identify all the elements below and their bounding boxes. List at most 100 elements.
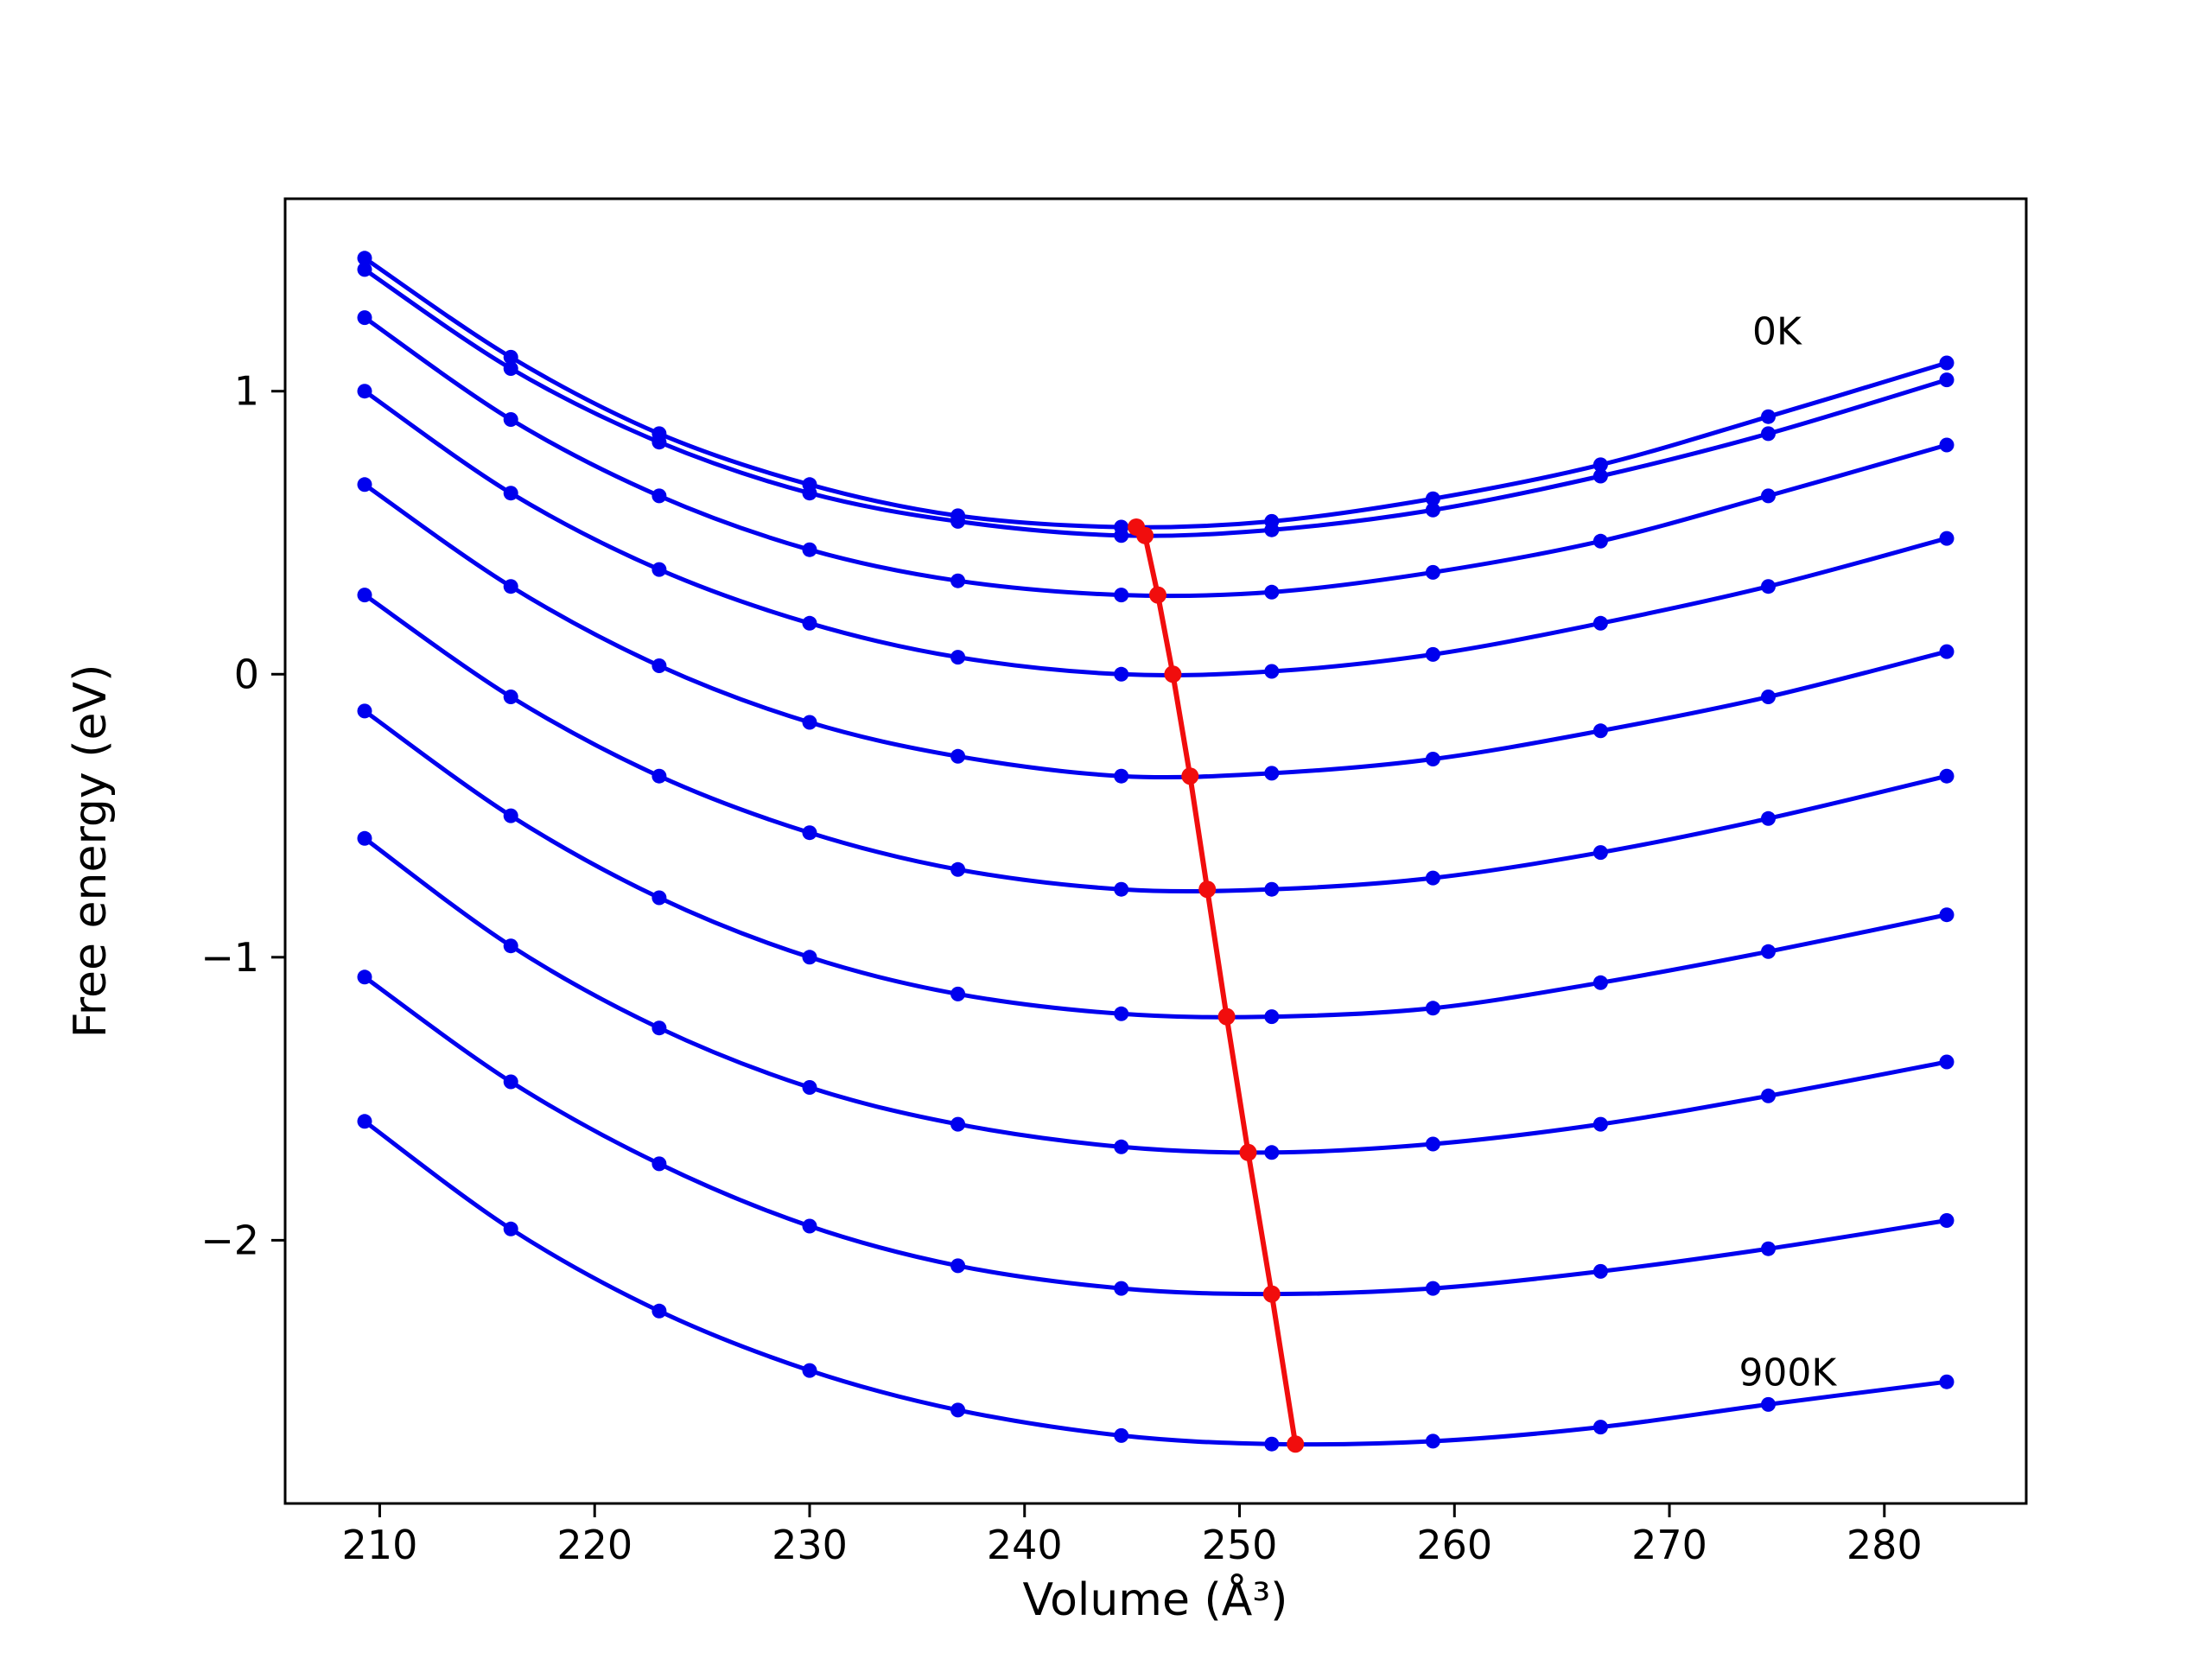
x-tick-label: 240 xyxy=(987,1522,1063,1568)
free-energy-curve-200K xyxy=(362,315,1949,599)
data-point-800K xyxy=(802,1218,817,1234)
data-point-300K xyxy=(802,615,817,631)
data-point-300K xyxy=(357,384,372,399)
data-point-700K xyxy=(1114,1139,1129,1154)
data-point-400K xyxy=(1264,766,1280,781)
equilibrium-point xyxy=(1262,1285,1281,1303)
data-point-600K xyxy=(1939,907,1955,923)
data-point-700K xyxy=(652,1020,667,1036)
data-point-300K xyxy=(1761,579,1776,594)
data-point-700K xyxy=(1939,1054,1955,1070)
data-point-200K xyxy=(950,573,966,588)
data-point-0K xyxy=(1939,355,1955,371)
data-point-500K xyxy=(357,588,372,603)
data-point-800K xyxy=(1114,1281,1129,1296)
data-point-100K xyxy=(503,361,518,376)
annotation-0K: 0K xyxy=(1751,309,1802,354)
data-point-300K xyxy=(1264,664,1280,679)
data-point-300K xyxy=(1425,646,1440,662)
data-point-400K xyxy=(1761,690,1776,704)
y-axis-label: Free energy (eV) xyxy=(65,664,117,1039)
data-point-600K xyxy=(1264,1009,1280,1025)
x-axis-label: Volume (Å³) xyxy=(1022,1574,1288,1626)
equilibrium-point xyxy=(1149,586,1166,604)
x-tick-label: 260 xyxy=(1416,1522,1492,1568)
data-point-200K xyxy=(1264,584,1280,600)
data-point-700K xyxy=(1592,1116,1608,1132)
y-tick-label: 1 xyxy=(234,368,259,415)
data-point-400K xyxy=(1114,768,1129,784)
data-point-600K xyxy=(950,986,966,1001)
data-point-400K xyxy=(503,579,518,594)
data-point-700K xyxy=(357,830,372,846)
data-point-600K xyxy=(1761,944,1776,959)
data-point-700K xyxy=(1761,1088,1776,1103)
data-point-900K xyxy=(503,1221,518,1236)
data-point-900K xyxy=(1425,1433,1440,1449)
plot-frame xyxy=(283,197,2028,1505)
equilibrium-point xyxy=(1198,880,1217,899)
y-tick-label: −2 xyxy=(200,1217,259,1263)
data-point-0K xyxy=(503,349,518,365)
data-point-400K xyxy=(1592,723,1608,739)
data-point-900K xyxy=(1114,1427,1129,1443)
data-point-100K xyxy=(1114,528,1129,543)
data-point-700K xyxy=(950,1116,966,1132)
data-point-400K xyxy=(1425,752,1440,766)
data-point-700K xyxy=(503,938,518,954)
data-point-100K xyxy=(357,262,372,277)
data-point-200K xyxy=(1114,588,1129,603)
data-point-400K xyxy=(802,715,817,730)
data-point-800K xyxy=(1939,1213,1955,1228)
data-point-300K xyxy=(1939,531,1955,546)
data-point-100K xyxy=(950,513,966,529)
data-point-200K xyxy=(1592,533,1608,549)
data-point-600K xyxy=(357,703,372,719)
data-point-300K xyxy=(503,486,518,501)
data-point-200K xyxy=(503,412,518,427)
x-tick-label: 250 xyxy=(1202,1522,1278,1568)
data-point-500K xyxy=(503,690,518,704)
y-tick-label: 0 xyxy=(234,651,259,697)
data-point-300K xyxy=(950,650,966,665)
free-energy-curve-900K xyxy=(362,1119,1949,1447)
data-point-500K xyxy=(1114,881,1129,897)
data-point-600K xyxy=(802,950,817,965)
equilibrium-volume-line xyxy=(1134,524,1299,1447)
data-point-900K xyxy=(357,1114,372,1129)
data-point-200K xyxy=(802,542,817,557)
data-point-200K xyxy=(1425,564,1440,580)
data-point-100K xyxy=(1761,426,1776,442)
data-point-200K xyxy=(357,310,372,326)
data-point-100K xyxy=(1425,502,1440,518)
annotation-900K: 900K xyxy=(1738,1351,1837,1395)
x-tick-label: 220 xyxy=(556,1522,632,1568)
data-point-800K xyxy=(652,1156,667,1172)
free-energy-curve-600K xyxy=(362,709,1949,1020)
data-point-400K xyxy=(357,477,372,493)
data-point-500K xyxy=(1264,881,1280,897)
equilibrium-point xyxy=(1217,1007,1236,1026)
data-point-800K xyxy=(357,969,372,985)
data-point-600K xyxy=(1592,975,1608,990)
data-point-300K xyxy=(1592,615,1608,631)
data-point-800K xyxy=(503,1074,518,1090)
data-point-900K xyxy=(802,1363,817,1378)
data-point-700K xyxy=(1425,1136,1440,1152)
data-point-0K xyxy=(357,251,372,266)
y-tick-label: −1 xyxy=(200,934,259,981)
x-tick-label: 210 xyxy=(342,1522,418,1568)
data-point-100K xyxy=(802,486,817,501)
equilibrium-point xyxy=(1239,1143,1257,1161)
data-point-0K xyxy=(1592,457,1608,473)
data-point-300K xyxy=(1114,666,1129,682)
data-point-200K xyxy=(1761,488,1776,504)
free-energy-curve-0K xyxy=(362,256,1949,530)
data-point-0K xyxy=(1761,409,1776,424)
data-point-200K xyxy=(1939,437,1955,453)
x-tick-label: 230 xyxy=(772,1522,848,1568)
data-point-0K xyxy=(1425,491,1440,506)
free-energy-curve-800K xyxy=(362,975,1949,1297)
